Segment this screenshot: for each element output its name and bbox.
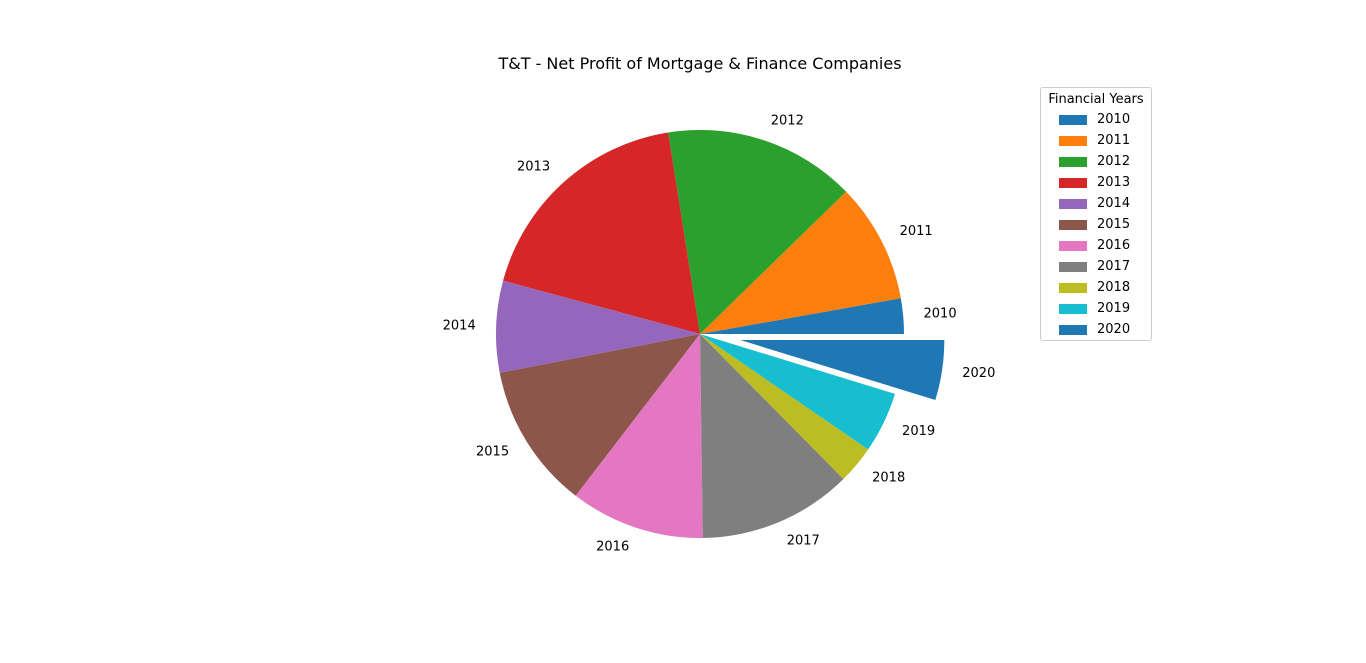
legend-swatch [1059,219,1087,230]
legend-item-2019: 2019 [1041,298,1151,319]
pie-label-2013: 2013 [517,159,550,174]
pie-slice-2010 [700,298,904,334]
pie-slices [496,130,945,538]
pie-slice-2019 [700,334,896,450]
pie-slice-2018 [700,334,869,480]
legend-items: 2010 2011 2012 2013 2014 2015 2016 2017 2018 2019… [1041,109,1151,340]
legend-item-2018: 2018 [1041,277,1151,298]
legend-label: 2016 [1097,238,1131,253]
pie-slice-2016 [575,334,703,538]
legend-swatch [1059,156,1087,167]
pie-slice-2012 [668,130,847,334]
legend-item-2020: 2020 [1041,319,1151,340]
legend-label: 2017 [1097,259,1131,274]
legend-swatch [1059,177,1087,188]
pie-label-2019: 2019 [902,424,935,439]
chart-title: T&T - Net Profit of Mortgage & Finance C… [498,54,902,73]
pie-label-2014: 2014 [443,318,476,333]
pie-label-2011: 2011 [900,224,933,239]
pie-slice-2014 [496,280,700,373]
pie-slice-2013 [503,132,700,334]
legend-title: Financial Years [1048,92,1144,107]
pie-labels: 2010 2011 2012 2013 2014 2015 2016 2017 2018 2019… [443,114,996,555]
legend-item-2017: 2017 [1041,256,1151,277]
legend-label: 2020 [1097,322,1131,337]
legend-label: 2013 [1097,175,1131,190]
pie-label-2016: 2016 [596,539,629,554]
pie-label-2015: 2015 [476,444,509,459]
pie-label-2018: 2018 [872,470,905,485]
legend-swatch [1059,114,1087,125]
pie-label-2012: 2012 [771,114,804,129]
pie-slice-2020 [740,340,945,400]
legend-swatch [1059,135,1087,146]
legend-label: 2010 [1097,112,1131,127]
pie-label-2010: 2010 [924,307,957,322]
legend-label: 2015 [1097,217,1131,232]
legend-item-2013: 2013 [1041,172,1151,193]
legend-swatch [1059,240,1087,251]
legend-swatch [1059,261,1087,272]
legend-swatch [1059,282,1087,293]
pie-slice-2011 [700,191,901,334]
legend: Financial Years 2010 2011 2012 2013 2014 2015… [1040,87,1152,341]
legend-label: 2018 [1097,280,1131,295]
pie-label-2017: 2017 [787,533,820,548]
legend-swatch [1059,303,1087,314]
pie-slice-2017 [700,334,844,538]
legend-label: 2019 [1097,301,1131,316]
pie-label-2020: 2020 [962,366,995,381]
legend-item-2011: 2011 [1041,130,1151,151]
legend-item-2015: 2015 [1041,214,1151,235]
legend-item-2016: 2016 [1041,235,1151,256]
legend-swatch [1059,324,1087,335]
legend-label: 2012 [1097,154,1131,169]
legend-label: 2011 [1097,133,1131,148]
legend-label: 2014 [1097,196,1131,211]
legend-swatch [1059,198,1087,209]
legend-item-2010: 2010 [1041,109,1151,130]
legend-item-2012: 2012 [1041,151,1151,172]
pie-slice-2015 [499,334,700,496]
legend-item-2014: 2014 [1041,193,1151,214]
